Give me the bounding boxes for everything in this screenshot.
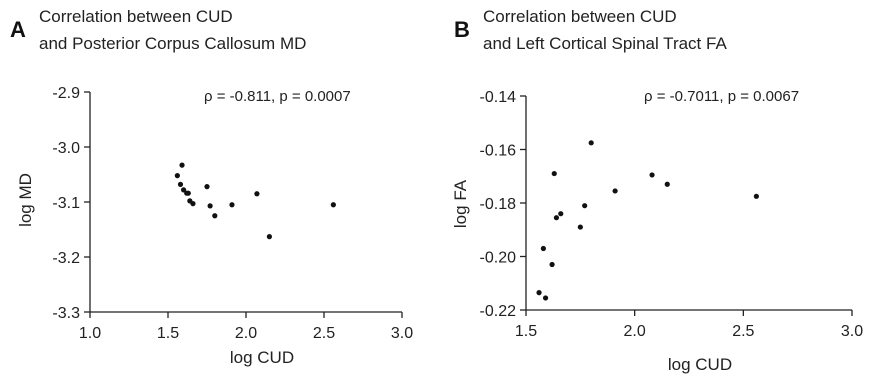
y-tick-label: -0.14	[480, 89, 517, 106]
data-point	[577, 224, 583, 230]
chart-title-line-2: and Posterior Corpus Callosum MD	[39, 34, 306, 53]
data-point	[553, 215, 560, 221]
data-point	[612, 188, 618, 194]
y-tick-label: -3.0	[52, 140, 80, 157]
x-tick-label: 3.0	[391, 325, 413, 342]
data-point	[266, 234, 272, 240]
data-point	[185, 190, 191, 196]
ticks: 1.0 1.5 2.0 2.5 3.0 -3.3 -3.2 -3.1 -3.0 -2.9	[52, 85, 413, 342]
y-tick-label: -3.2	[52, 250, 80, 267]
chart-title-line-1: Correlation between CUD	[39, 7, 233, 26]
data-point	[540, 245, 546, 252]
y-tick-label: -2.9	[52, 85, 80, 102]
y-tick-label: -3.3	[52, 305, 80, 322]
data-point	[177, 181, 184, 187]
x-tick-label: 1.5	[157, 325, 179, 342]
data-point	[212, 213, 218, 219]
data-point	[588, 140, 594, 146]
x-tick-label: 2.5	[732, 323, 754, 340]
chart-title-line-2: and Left Cortical Spinal Tract FA	[483, 34, 727, 53]
x-tick-label: 1.0	[79, 325, 101, 342]
data-point	[664, 181, 670, 187]
panel-b: B Correlation between CUD and Left Corti…	[451, 7, 863, 374]
data-point	[558, 211, 564, 217]
data-point	[179, 162, 185, 168]
data-point	[229, 202, 235, 208]
axes	[525, 96, 852, 311]
data-point	[330, 202, 336, 208]
x-axis-label: log CUD	[668, 355, 732, 374]
data-point	[204, 184, 210, 190]
y-tick-label: -0.20	[480, 250, 517, 267]
x-tick-label: 2.5	[313, 325, 335, 342]
ticks: 1.5 2.0 2.5 3.0 -0.22 -0.20 -0.18 -0.16 -0.14	[480, 89, 864, 340]
data-point	[549, 261, 555, 268]
correlation-annotation: ρ = -0.811, p = 0.0007	[204, 88, 351, 105]
data-point	[753, 193, 759, 199]
data-point	[190, 201, 196, 207]
axes	[89, 92, 402, 313]
y-tick-label: -0.22	[480, 303, 517, 320]
data-point	[174, 173, 180, 179]
y-tick-label: -0.18	[480, 196, 517, 213]
y-tick-label: -3.1	[52, 195, 80, 212]
y-tick-label: -0.16	[480, 143, 517, 160]
x-tick-label: 2.0	[624, 323, 646, 340]
x-tick-label: 1.5	[515, 323, 537, 340]
data-point	[254, 191, 260, 197]
data-point	[207, 203, 213, 209]
scatter-points	[536, 140, 759, 301]
data-point	[551, 170, 557, 177]
y-axis-label: log FA	[451, 179, 470, 228]
x-tick-label: 3.0	[841, 323, 863, 340]
y-axis-label: log MD	[16, 173, 35, 227]
data-point	[542, 295, 549, 301]
scatter-points	[174, 162, 336, 240]
correlation-annotation: ρ = -0.7011, p = 0.0067	[644, 88, 799, 105]
data-point	[582, 203, 588, 209]
data-point	[536, 290, 542, 296]
data-point	[649, 172, 655, 178]
data-point	[181, 187, 187, 193]
x-tick-label: 2.0	[235, 325, 257, 342]
panel-letter: B	[454, 17, 470, 42]
chart-title-line-1: Correlation between CUD	[483, 7, 677, 26]
panel-letter: A	[10, 17, 26, 42]
panel-a: A Correlation between CUD and Posterior …	[10, 7, 413, 367]
x-axis-label: log CUD	[230, 348, 294, 367]
